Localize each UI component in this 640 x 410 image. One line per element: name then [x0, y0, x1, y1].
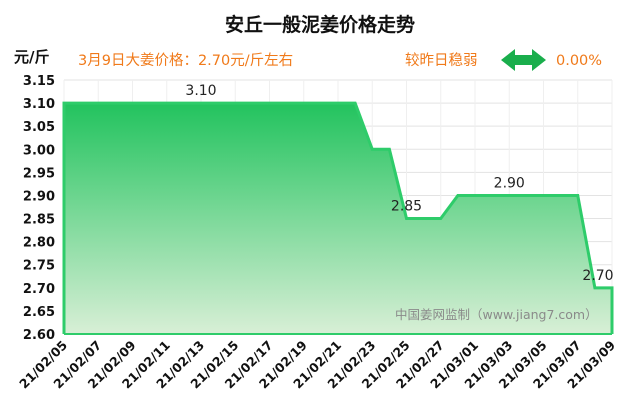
chart-title: 安丘一般泥姜价格走势	[225, 13, 415, 36]
data-label: 2.90	[494, 175, 525, 191]
compare-percent: 0.00%	[556, 53, 602, 69]
y-axis: 3.15 3.10 3.05 3.00 2.95 2.90 2.85 2.80 2.75 2.70…	[23, 74, 55, 343]
flat-trend-arrow-icon	[501, 49, 546, 71]
price-note: 3月9日大姜价格：2.70元/斤左右	[78, 52, 293, 69]
y-tick-label: 3.10	[23, 97, 55, 112]
y-tick-label: 2.90	[23, 189, 55, 204]
watermark: 中国姜网监制（www.jiang7.com）	[395, 307, 598, 322]
y-tick-label: 3.05	[23, 120, 55, 135]
data-labels: 3.10 2.85 2.90 2.70	[185, 83, 613, 284]
y-tick-label: 3.15	[23, 74, 55, 89]
y-tick-label: 3.00	[23, 143, 55, 158]
y-tick-label: 2.65	[23, 305, 55, 320]
y-unit-label: 元/斤	[14, 48, 49, 66]
price-line	[62, 101, 614, 334]
data-label: 2.70	[582, 268, 613, 284]
y-tick-label: 2.85	[23, 213, 55, 228]
x-axis: 21/02/0521/02/0721/02/0921/02/1121/02/13…	[16, 338, 618, 392]
y-tick-label: 2.80	[23, 236, 55, 251]
area-fill	[64, 103, 612, 334]
y-tick-label: 2.70	[23, 282, 55, 297]
data-label: 3.10	[185, 83, 216, 99]
y-tick-label: 2.60	[23, 328, 55, 343]
y-tick-label: 2.95	[23, 166, 55, 181]
price-area	[62, 101, 614, 335]
data-label: 2.85	[391, 199, 422, 215]
y-tick-label: 2.75	[23, 259, 55, 274]
compare-note: 较昨日稳弱	[405, 51, 478, 69]
